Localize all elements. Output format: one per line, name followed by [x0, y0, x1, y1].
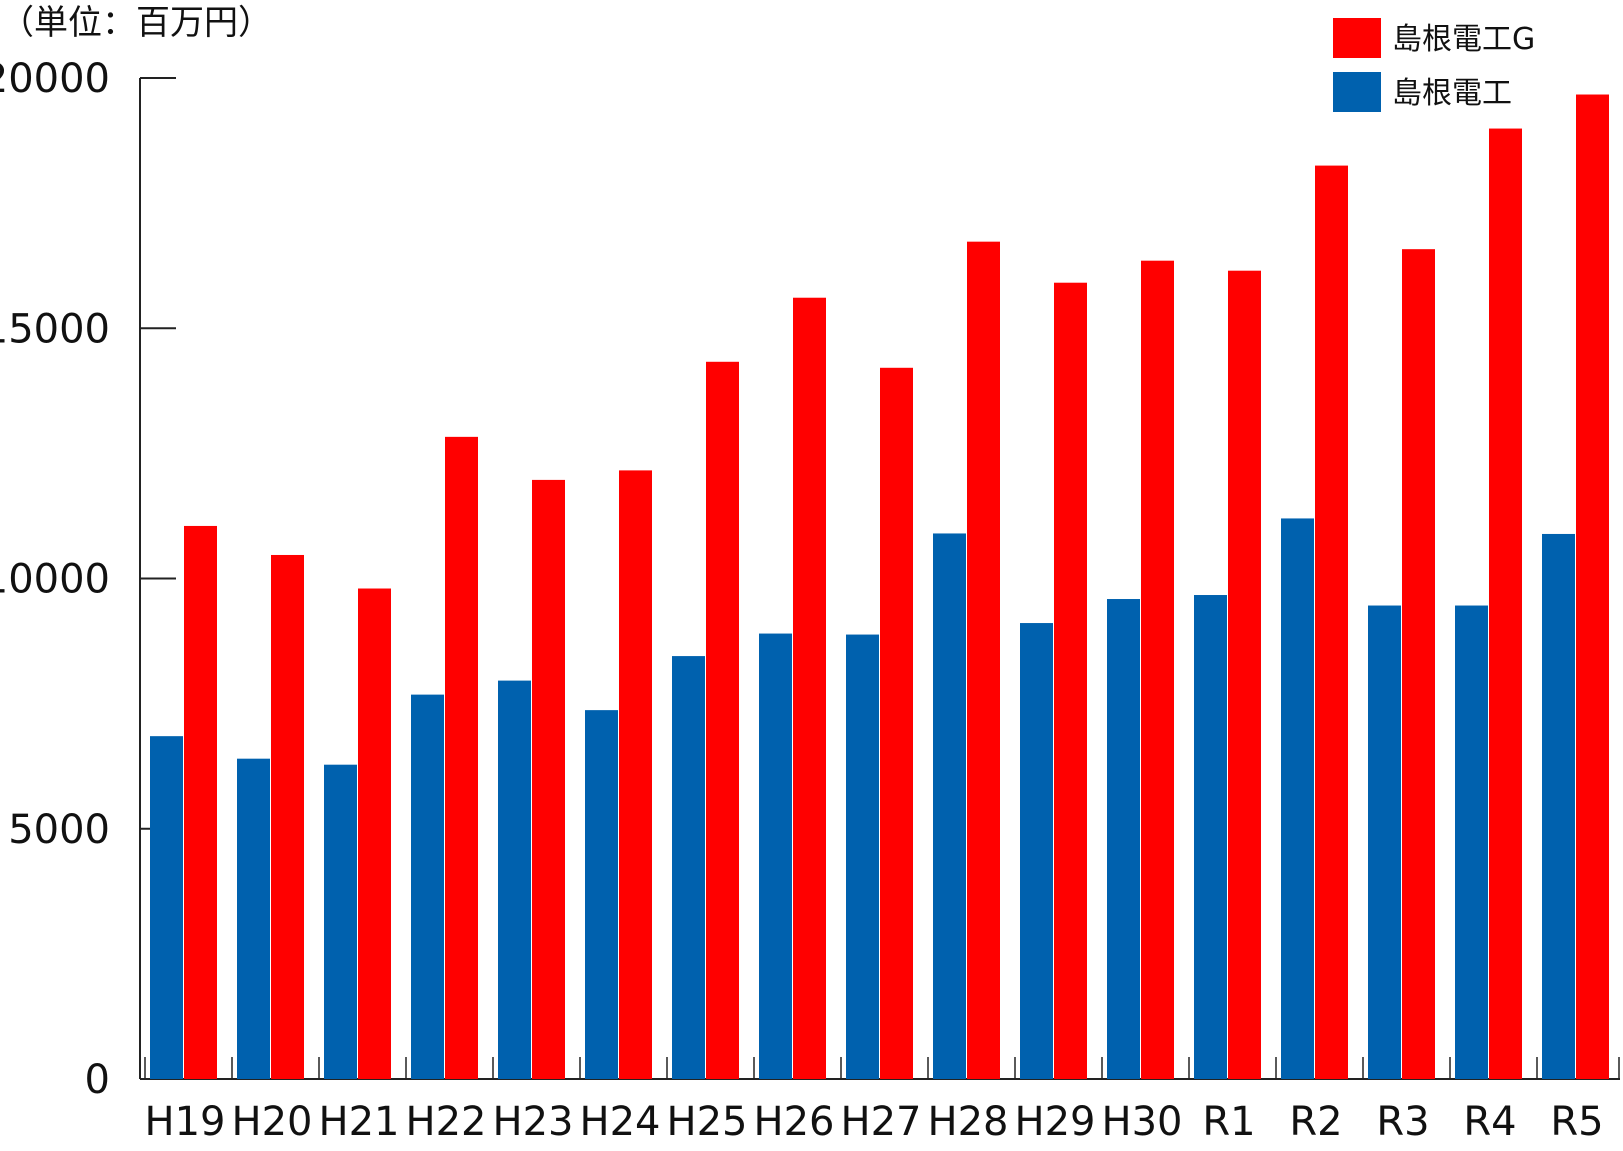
x-tick-label: H27	[841, 1099, 922, 1145]
bar-H28-series-1	[933, 533, 966, 1079]
x-tick-label: H19	[145, 1099, 226, 1145]
bar-H19-series-2	[184, 525, 217, 1079]
bar-H25-series-1	[672, 656, 705, 1079]
x-tick-label: R3	[1376, 1099, 1429, 1145]
bar-R4-series-2	[1489, 128, 1522, 1079]
bar-H20-series-1	[237, 758, 270, 1079]
x-ticks	[144, 1057, 1620, 1079]
x-tick-label: H28	[928, 1099, 1009, 1145]
x-tick-label: R4	[1463, 1099, 1516, 1145]
bar-H30-series-2	[1141, 260, 1174, 1079]
x-tick-label: H21	[319, 1099, 400, 1145]
bar-H29-series-1	[1020, 623, 1053, 1079]
category-labels: H19 H20 H21 H22 H23 H24 H25 H26 H27 H28 H29 H30 R1 R2…	[145, 1099, 1604, 1145]
bars	[150, 94, 1609, 1080]
y-tick-label: 20000	[0, 56, 110, 102]
x-tick-label: H22	[406, 1099, 487, 1145]
bar-R5-series-1	[1542, 533, 1575, 1079]
bar-H27-series-2	[880, 367, 913, 1079]
bar-R4-series-1	[1455, 605, 1488, 1079]
bar-H30-series-1	[1107, 599, 1140, 1079]
x-tick-label: R2	[1289, 1099, 1342, 1145]
y-tick-label: 5000	[8, 807, 110, 853]
bar-R3-series-1	[1368, 605, 1401, 1079]
legend-swatch-series-1	[1333, 72, 1381, 112]
bar-H27-series-1	[846, 634, 879, 1079]
y-tick-label: 0	[85, 1057, 110, 1103]
y-axis: 0 5000 10000 15000 20000	[0, 56, 176, 1103]
legend-swatch-series-2	[1333, 18, 1381, 58]
bar-H21-series-1	[324, 764, 357, 1079]
bar-H23-series-1	[498, 680, 531, 1079]
bar-H28-series-2	[967, 241, 1000, 1079]
bar-H29-series-2	[1054, 282, 1087, 1080]
bar-H24-series-1	[585, 710, 618, 1079]
bar-R2-series-1	[1281, 518, 1314, 1079]
bar-H21-series-2	[358, 588, 391, 1079]
y-tick-label: 15000	[0, 306, 110, 352]
x-tick-label: H20	[232, 1099, 313, 1145]
x-tick-label: H23	[493, 1099, 574, 1145]
bar-H26-series-2	[793, 297, 826, 1080]
x-tick-label: H30	[1102, 1099, 1183, 1145]
y-ticks: 0 5000 10000 15000 20000	[0, 56, 176, 1103]
bar-R1-series-1	[1194, 595, 1227, 1079]
bar-H26-series-1	[759, 633, 792, 1079]
x-tick-label: H26	[754, 1099, 835, 1145]
bar-R1-series-2	[1228, 270, 1261, 1079]
x-tick-label: H24	[580, 1099, 661, 1145]
x-tick-label: R5	[1550, 1099, 1603, 1145]
bar-R2-series-2	[1315, 165, 1348, 1079]
y-tick-label: 10000	[0, 557, 110, 603]
bar-H20-series-2	[271, 554, 304, 1079]
bar-H25-series-2	[706, 361, 739, 1079]
bar-H24-series-2	[619, 470, 652, 1080]
x-tick-label: H25	[667, 1099, 748, 1145]
bar-H22-series-1	[411, 694, 444, 1079]
unit-label: （単位：百万円）	[0, 3, 272, 43]
x-tick-label: R1	[1202, 1099, 1255, 1145]
bar-R5-series-2	[1576, 94, 1609, 1080]
legend-label-series-1: 島根電工	[1392, 76, 1512, 111]
bar-H23-series-2	[532, 479, 565, 1079]
legend-label-series-2: 島根電工G	[1392, 22, 1535, 57]
legend: 島根電工G 島根電工	[1333, 18, 1535, 112]
x-tick-label: H29	[1015, 1099, 1096, 1145]
bar-R3-series-2	[1402, 249, 1435, 1079]
bar-H22-series-2	[445, 436, 478, 1079]
bar-H19-series-1	[150, 736, 183, 1079]
